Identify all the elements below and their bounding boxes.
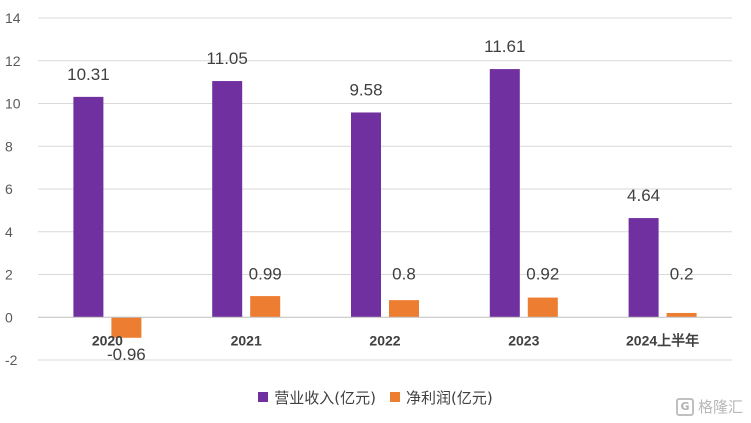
bar-profit-1 — [250, 296, 281, 318]
x-tick-label: 2022 — [369, 332, 400, 348]
data-label-profit-3: 0.92 — [526, 264, 559, 283]
data-label-revenue-4: 4.64 — [627, 186, 660, 205]
legend-item-revenue: 营业收入(亿元) — [258, 387, 376, 408]
data-label-revenue-0: 10.31 — [67, 65, 110, 84]
gridlines: -2 0 2 4 6 8 10 12 14 — [5, 10, 732, 368]
bars — [73, 69, 697, 338]
data-label-revenue-2: 9.58 — [349, 80, 382, 99]
legend-label-profit: 净利润(亿元) — [406, 388, 493, 407]
x-tick-label: 2024上半年 — [626, 332, 699, 348]
legend-swatch-revenue — [258, 392, 269, 402]
y-tick-label: 12 — [5, 53, 21, 69]
legend-item-profit: 净利润(亿元) — [390, 387, 493, 408]
bar-profit-0 — [111, 317, 142, 338]
legend-label-revenue: 营业收入(亿元) — [274, 388, 376, 407]
y-tick-label: 14 — [5, 10, 21, 26]
data-label-revenue-1: 11.05 — [207, 49, 248, 68]
bar-revenue-2 — [351, 112, 381, 318]
y-tick-label: -2 — [5, 352, 18, 368]
x-tick-label: 2023 — [508, 332, 539, 348]
legend-swatch-profit — [390, 392, 400, 402]
bar-revenue-0 — [73, 96, 104, 318]
y-tick-label: 6 — [5, 181, 13, 197]
bar-revenue-3 — [489, 69, 520, 318]
y-tick-label: 0 — [5, 309, 13, 325]
bar-revenue-4 — [628, 218, 659, 318]
watermark-text: 格隆汇 — [697, 398, 743, 416]
axes: 2020 2021 2022 2023 2024上半年 — [38, 316, 732, 348]
y-tick-label: 2 — [5, 267, 13, 283]
data-label-profit-4: 0.2 — [670, 264, 694, 283]
data-labels: 10.31 -0.96 11.05 0.99 9.58 0.8 11.61 0.92 4.64 0… — [67, 37, 693, 364]
y-tick-label: 4 — [5, 224, 13, 240]
data-label-revenue-3: 11.61 — [484, 37, 525, 56]
data-label-profit-2: 0.8 — [392, 264, 416, 283]
bar-profit-4 — [666, 312, 697, 318]
x-tick-label: 2021 — [231, 332, 262, 348]
bar-profit-2 — [389, 300, 419, 318]
x-tick-label: 2020 — [92, 332, 123, 348]
bar-profit-3 — [527, 297, 558, 318]
data-label-profit-1: 0.99 — [249, 264, 282, 283]
legend: 营业收入(亿元) 净利润(亿元) — [0, 386, 751, 408]
y-tick-label: 8 — [5, 138, 13, 154]
watermark-logo-icon: G — [675, 397, 694, 416]
y-tick-label: 10 — [5, 96, 21, 112]
data-label-profit-0: -0.96 — [107, 345, 146, 364]
bar-revenue-1 — [212, 81, 243, 318]
watermark: G 格隆汇 — [675, 396, 743, 417]
